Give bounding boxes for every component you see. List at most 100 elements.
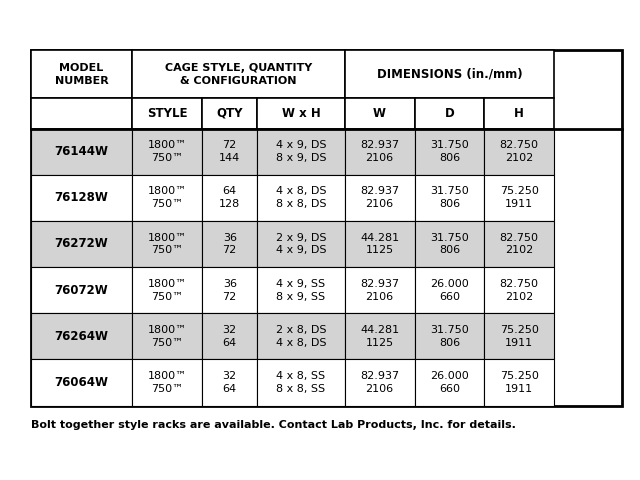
Bar [31, 50, 132, 98]
Bar [345, 360, 415, 406]
Text: Bolt together style racks are available. Contact Lab Products, Inc. for details.: Bolt together style racks are available.… [31, 420, 516, 430]
Bar [257, 267, 345, 313]
Text: H: H [515, 107, 524, 120]
Bar [484, 129, 554, 175]
Bar [415, 360, 484, 406]
Bar [31, 221, 132, 267]
Bar [345, 267, 415, 313]
Text: 76072W: 76072W [54, 284, 108, 297]
Text: 31.750
806: 31.750 806 [430, 186, 468, 209]
Bar [31, 50, 622, 406]
Bar [202, 360, 257, 406]
Text: 82.937
2106: 82.937 2106 [360, 371, 399, 394]
Text: QTY: QTY [216, 107, 243, 120]
Text: 82.750
2102: 82.750 2102 [500, 233, 539, 255]
Text: STYLE: STYLE [147, 107, 188, 120]
Text: 76144W: 76144W [54, 145, 109, 158]
Text: 72
144: 72 144 [219, 140, 241, 163]
Bar [202, 221, 257, 267]
Text: DIMENSIONS (in./mm): DIMENSIONS (in./mm) [376, 68, 522, 81]
Text: W: W [373, 107, 386, 120]
Text: 1800™
750™: 1800™ 750™ [148, 279, 187, 301]
Bar [484, 313, 554, 360]
Text: 64
128: 64 128 [219, 186, 241, 209]
Text: 44.281
1125: 44.281 1125 [360, 233, 399, 255]
Text: 32
64: 32 64 [223, 325, 237, 348]
Bar [484, 175, 554, 221]
Bar [484, 98, 554, 129]
Text: 26.000
660: 26.000 660 [430, 279, 468, 301]
Text: 31.750
806: 31.750 806 [430, 233, 468, 255]
Bar [345, 175, 415, 221]
Bar [202, 98, 257, 129]
Text: 82.937
2106: 82.937 2106 [360, 279, 399, 301]
Bar [415, 129, 484, 175]
Bar [31, 129, 132, 175]
Text: CAGE STYLE, QUANTITY
& CONFIGURATION: CAGE STYLE, QUANTITY & CONFIGURATION [165, 63, 312, 86]
Text: 2 x 8, DS
4 x 8, DS: 2 x 8, DS 4 x 8, DS [276, 325, 326, 348]
Text: W x H: W x H [282, 107, 321, 120]
Bar [415, 313, 484, 360]
Text: 1800™
750™: 1800™ 750™ [148, 371, 187, 394]
Bar [202, 267, 257, 313]
Text: 31.750
806: 31.750 806 [430, 140, 468, 163]
Text: 82.937
2106: 82.937 2106 [360, 186, 399, 209]
Bar [415, 267, 484, 313]
Bar [484, 267, 554, 313]
Bar [345, 50, 554, 98]
Bar [31, 175, 132, 221]
Text: 82.937
2106: 82.937 2106 [360, 140, 399, 163]
Bar [132, 175, 202, 221]
Text: 2 x 9, DS
4 x 9, DS: 2 x 9, DS 4 x 9, DS [276, 233, 326, 255]
Bar [31, 98, 132, 129]
Text: 76272W: 76272W [54, 238, 108, 251]
Text: 1800™
750™: 1800™ 750™ [148, 325, 187, 348]
Bar [257, 175, 345, 221]
Text: 75.250
1911: 75.250 1911 [500, 325, 539, 348]
Bar [257, 360, 345, 406]
Bar [31, 267, 132, 313]
Bar [415, 221, 484, 267]
Bar [257, 221, 345, 267]
Text: 75.250
1911: 75.250 1911 [500, 186, 539, 209]
Bar [257, 98, 345, 129]
Bar [202, 175, 257, 221]
Bar [31, 313, 132, 360]
Bar [202, 313, 257, 360]
Text: D: D [445, 107, 454, 120]
Bar [132, 98, 202, 129]
Bar [415, 98, 484, 129]
Bar [31, 360, 132, 406]
Text: 32
64: 32 64 [223, 371, 237, 394]
Bar [132, 50, 345, 98]
Bar [202, 129, 257, 175]
Text: 75.250
1911: 75.250 1911 [500, 371, 539, 394]
Bar [484, 221, 554, 267]
Bar [132, 221, 202, 267]
Bar [484, 360, 554, 406]
Bar [345, 129, 415, 175]
Bar [345, 221, 415, 267]
Text: 82.750
2102: 82.750 2102 [500, 279, 539, 301]
Text: 1800™
750™: 1800™ 750™ [148, 233, 187, 255]
Text: 4 x 8, SS
8 x 8, SS: 4 x 8, SS 8 x 8, SS [276, 371, 326, 394]
Text: 44.281
1125: 44.281 1125 [360, 325, 399, 348]
Bar [132, 313, 202, 360]
Text: 31.750
806: 31.750 806 [430, 325, 468, 348]
Text: 4 x 9, DS
8 x 9, DS: 4 x 9, DS 8 x 9, DS [276, 140, 326, 163]
Bar [415, 175, 484, 221]
Text: 36
72: 36 72 [223, 279, 237, 301]
Text: 1800™
750™: 1800™ 750™ [148, 140, 187, 163]
Text: MODEL
NUMBER: MODEL NUMBER [54, 63, 108, 86]
Text: 36
72: 36 72 [223, 233, 237, 255]
Text: 4 x 9, SS
8 x 9, SS: 4 x 9, SS 8 x 9, SS [276, 279, 326, 301]
Text: 76264W: 76264W [54, 330, 109, 343]
Bar [345, 313, 415, 360]
Bar [132, 267, 202, 313]
Text: 82.750
2102: 82.750 2102 [500, 140, 539, 163]
Text: 26.000
660: 26.000 660 [430, 371, 468, 394]
Text: 4 x 8, DS
8 x 8, DS: 4 x 8, DS 8 x 8, DS [276, 186, 326, 209]
Text: 76128W: 76128W [54, 192, 109, 204]
Text: 1800™
750™: 1800™ 750™ [148, 186, 187, 209]
Bar [132, 360, 202, 406]
